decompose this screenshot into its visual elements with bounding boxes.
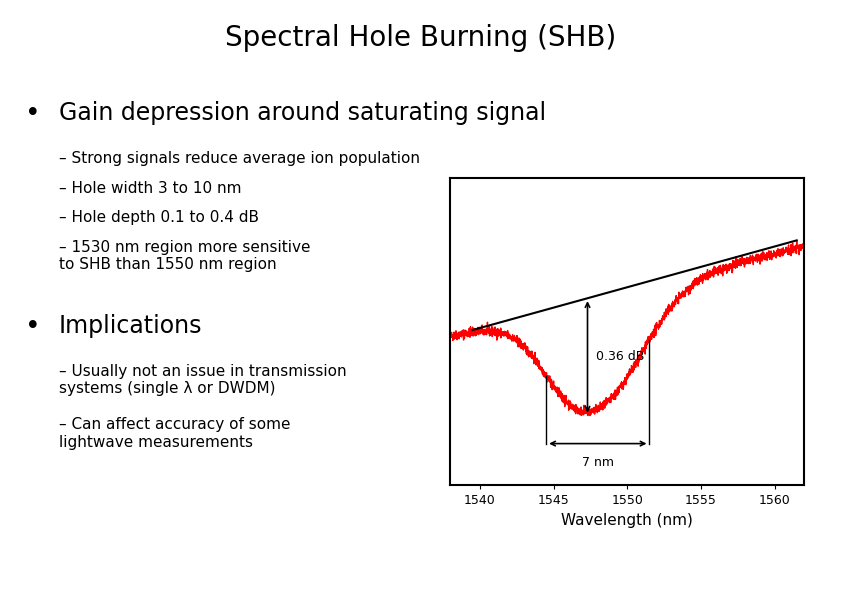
- Text: •: •: [25, 314, 41, 340]
- Text: 7 nm: 7 nm: [582, 456, 614, 468]
- Text: – Hole width 3 to 10 nm: – Hole width 3 to 10 nm: [59, 181, 242, 195]
- Text: – Usually not an issue in transmission
systems (single λ or DWDM): – Usually not an issue in transmission s…: [59, 364, 347, 397]
- Text: – 1530 nm region more sensitive
to SHB than 1550 nm region: – 1530 nm region more sensitive to SHB t…: [59, 240, 311, 272]
- Text: – Can affect accuracy of some
lightwave measurements: – Can affect accuracy of some lightwave …: [59, 417, 290, 450]
- Text: – Hole depth 0.1 to 0.4 dB: – Hole depth 0.1 to 0.4 dB: [59, 210, 259, 225]
- X-axis label: Wavelength (nm): Wavelength (nm): [562, 513, 693, 528]
- Text: Spectral Hole Burning (SHB): Spectral Hole Burning (SHB): [226, 24, 616, 52]
- Text: Implications: Implications: [59, 314, 202, 338]
- Text: 0.36 dB: 0.36 dB: [596, 350, 645, 363]
- Text: •: •: [25, 101, 41, 127]
- Text: Gain depression around saturating signal: Gain depression around saturating signal: [59, 101, 546, 125]
- Text: – Strong signals reduce average ion population: – Strong signals reduce average ion popu…: [59, 151, 420, 166]
